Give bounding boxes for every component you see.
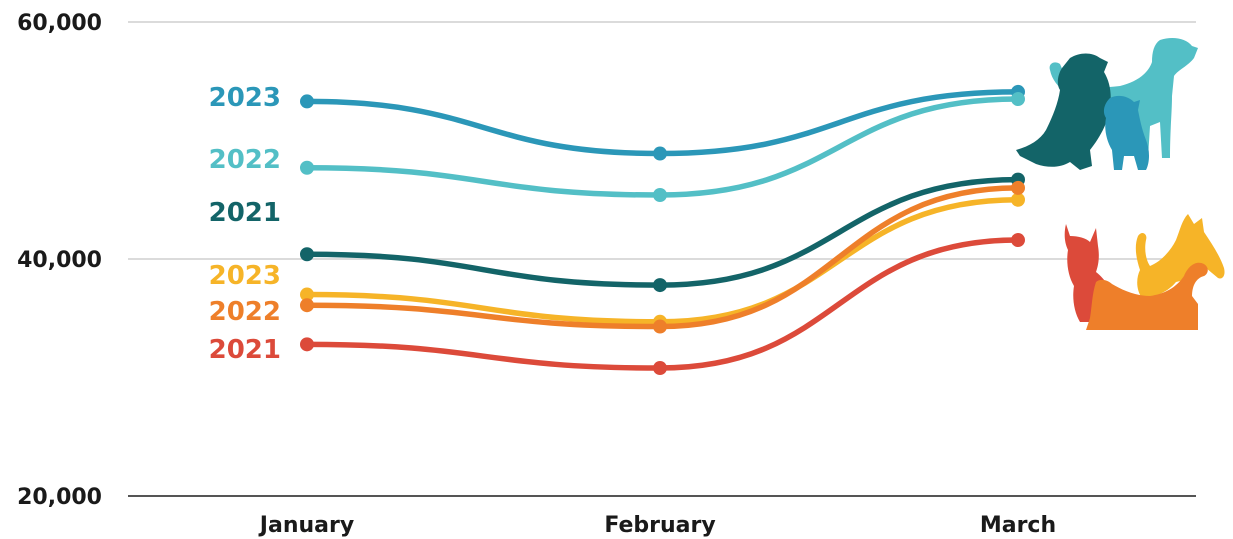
series-label: 2021 xyxy=(209,335,281,365)
series-label: 2023 xyxy=(209,261,281,291)
gridlines xyxy=(128,21,1196,497)
data-point xyxy=(1011,192,1025,207)
data-point xyxy=(653,278,667,293)
series-labels: 2023 2022 2021 2023 2022 2021 xyxy=(209,83,281,365)
x-tick-label: January xyxy=(258,513,354,538)
series-label: 2022 xyxy=(209,145,281,175)
data-point xyxy=(653,146,667,161)
data-point xyxy=(653,361,667,376)
series-label: 2022 xyxy=(209,297,281,327)
data-point xyxy=(300,298,314,313)
series-label: 2021 xyxy=(209,198,281,228)
series-line-dogs-2023 xyxy=(304,89,1021,157)
dogs-silhouette-icon xyxy=(1016,38,1198,170)
x-tick-label: February xyxy=(604,513,715,538)
data-point xyxy=(300,160,314,175)
y-tick-label: 20,000 xyxy=(17,485,102,510)
data-point xyxy=(653,188,667,203)
data-point xyxy=(300,94,314,109)
cats-silhouette-icon xyxy=(1064,214,1225,330)
y-tick-label: 60,000 xyxy=(17,11,102,36)
data-point xyxy=(300,337,314,352)
data-point xyxy=(653,319,667,334)
series-line-cats-2022 xyxy=(304,185,1021,330)
data-point xyxy=(1011,92,1025,107)
data-point xyxy=(300,287,314,302)
y-axis-ticks: 20,000 40,000 60,000 xyxy=(17,11,102,510)
x-tick-label: March xyxy=(980,513,1056,538)
x-axis-ticks: January February March xyxy=(258,513,1056,538)
data-point xyxy=(300,247,314,262)
data-point xyxy=(1011,233,1025,248)
series-lines xyxy=(300,84,1025,376)
series-label: 2023 xyxy=(209,83,281,113)
series-line-cats-2021 xyxy=(304,237,1021,371)
data-point xyxy=(1011,180,1025,195)
y-tick-label: 40,000 xyxy=(17,248,102,273)
